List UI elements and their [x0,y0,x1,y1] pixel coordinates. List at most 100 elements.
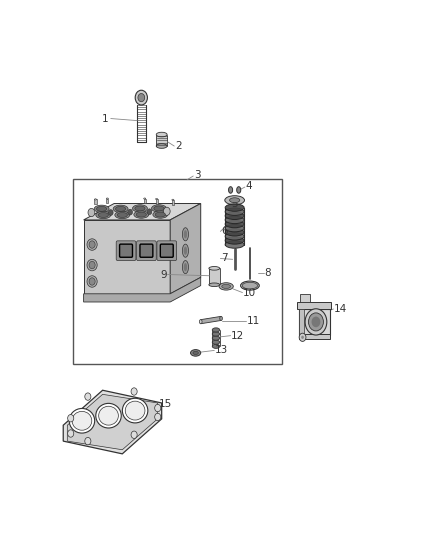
Ellipse shape [87,260,97,271]
Circle shape [305,309,327,335]
Ellipse shape [225,229,244,236]
Ellipse shape [172,199,174,200]
Ellipse shape [225,237,244,244]
Ellipse shape [193,351,198,354]
Bar [144,199,146,204]
Polygon shape [170,204,201,294]
Text: 12: 12 [231,330,244,341]
Ellipse shape [144,198,146,199]
Ellipse shape [225,241,244,248]
Text: 10: 10 [243,288,256,297]
Circle shape [88,208,95,216]
Polygon shape [63,390,162,454]
Circle shape [147,209,152,215]
Ellipse shape [199,320,202,324]
Ellipse shape [209,266,220,270]
Text: 2: 2 [175,141,182,151]
Text: 9: 9 [160,270,166,279]
Ellipse shape [134,211,149,219]
Ellipse shape [89,278,95,285]
Circle shape [67,415,74,422]
Ellipse shape [106,198,108,199]
Circle shape [131,388,137,395]
Ellipse shape [212,332,220,336]
Text: 3: 3 [194,170,201,180]
Text: 14: 14 [334,304,347,314]
Ellipse shape [182,228,188,241]
Circle shape [301,336,304,339]
Text: 11: 11 [247,316,260,326]
Circle shape [311,317,320,327]
Bar [172,200,174,205]
Bar [156,134,167,146]
Text: 13: 13 [215,345,228,356]
Ellipse shape [242,282,258,289]
Text: 4: 4 [246,181,252,191]
Ellipse shape [136,212,146,217]
Ellipse shape [156,144,167,148]
Ellipse shape [212,340,220,344]
Ellipse shape [237,187,241,193]
Bar [297,302,332,309]
Ellipse shape [117,213,127,217]
Bar [155,199,158,204]
Ellipse shape [154,206,164,211]
FancyBboxPatch shape [116,241,136,261]
Polygon shape [84,277,201,302]
Ellipse shape [125,401,145,420]
Circle shape [108,209,113,215]
Ellipse shape [184,263,187,271]
Ellipse shape [182,244,188,257]
Text: 6: 6 [221,227,228,237]
FancyBboxPatch shape [157,241,177,261]
Ellipse shape [225,216,244,224]
Ellipse shape [99,406,118,425]
Circle shape [155,405,161,411]
Text: 1: 1 [102,114,109,124]
Ellipse shape [225,204,244,211]
Ellipse shape [156,132,167,137]
Ellipse shape [96,403,121,428]
Ellipse shape [209,283,220,287]
Ellipse shape [225,232,244,240]
Ellipse shape [240,281,259,290]
Circle shape [155,413,161,421]
Ellipse shape [225,212,244,220]
Bar [95,199,96,204]
Polygon shape [84,204,201,220]
Ellipse shape [225,208,244,215]
Ellipse shape [135,206,145,211]
Ellipse shape [89,261,95,269]
Ellipse shape [89,241,95,248]
Ellipse shape [96,206,107,211]
Ellipse shape [225,220,244,228]
Ellipse shape [113,205,128,213]
Bar [299,309,304,335]
Polygon shape [201,317,221,324]
Ellipse shape [184,230,187,238]
Circle shape [163,207,170,215]
Ellipse shape [132,205,148,212]
FancyBboxPatch shape [160,244,173,257]
Text: 8: 8 [265,268,271,278]
Ellipse shape [182,261,188,273]
Ellipse shape [94,205,109,213]
FancyBboxPatch shape [140,244,153,257]
Bar [299,309,330,335]
Circle shape [308,313,323,331]
Circle shape [299,333,306,342]
Circle shape [128,209,132,215]
Ellipse shape [184,247,187,255]
Circle shape [85,438,91,445]
Circle shape [138,93,145,102]
Ellipse shape [229,187,233,193]
Ellipse shape [95,199,96,200]
Ellipse shape [116,206,126,211]
Ellipse shape [72,411,92,430]
Ellipse shape [155,212,166,217]
Bar [299,334,330,339]
Ellipse shape [212,344,220,349]
Ellipse shape [225,196,244,205]
Ellipse shape [191,350,201,356]
Ellipse shape [87,276,97,287]
